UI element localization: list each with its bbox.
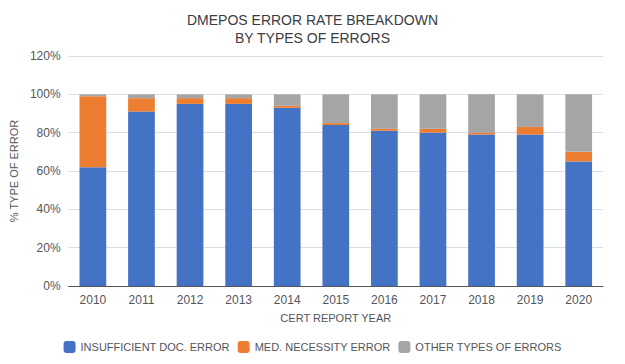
svg-text:120%: 120% [30, 49, 61, 63]
svg-text:2013: 2013 [225, 293, 252, 307]
svg-text:0%: 0% [43, 279, 61, 293]
svg-text:OTHER TYPES OF ERRORS: OTHER TYPES OF ERRORS [415, 341, 561, 353]
svg-text:40%: 40% [37, 202, 61, 216]
svg-text:% TYPE OF ERROR: % TYPE OF ERROR [8, 120, 20, 223]
svg-text:2017: 2017 [420, 293, 447, 307]
svg-text:2012: 2012 [177, 293, 204, 307]
svg-text:INSUFFICIENT DOC. ERROR: INSUFFICIENT DOC. ERROR [81, 341, 230, 353]
svg-text:80%: 80% [37, 126, 61, 140]
svg-text:CERT REPORT YEAR: CERT REPORT YEAR [280, 312, 391, 324]
svg-text:DMEPOS ERROR RATE BREAKDOWN: DMEPOS ERROR RATE BREAKDOWN [187, 12, 438, 28]
svg-text:2020: 2020 [565, 293, 592, 307]
svg-text:2011: 2011 [129, 293, 155, 307]
svg-text:2010: 2010 [80, 293, 107, 307]
svg-text:2019: 2019 [517, 293, 544, 307]
svg-text:2018: 2018 [468, 293, 495, 307]
svg-text:BY TYPES OF ERRORS: BY TYPES OF ERRORS [235, 30, 390, 46]
svg-text:2016: 2016 [371, 293, 398, 307]
svg-text:2014: 2014 [274, 293, 301, 307]
svg-text:2015: 2015 [322, 293, 349, 307]
svg-text:100%: 100% [30, 87, 61, 101]
svg-text:MED. NECESSITY ERROR: MED. NECESSITY ERROR [255, 341, 391, 353]
svg-text:60%: 60% [37, 164, 61, 178]
svg-text:20%: 20% [37, 241, 61, 255]
